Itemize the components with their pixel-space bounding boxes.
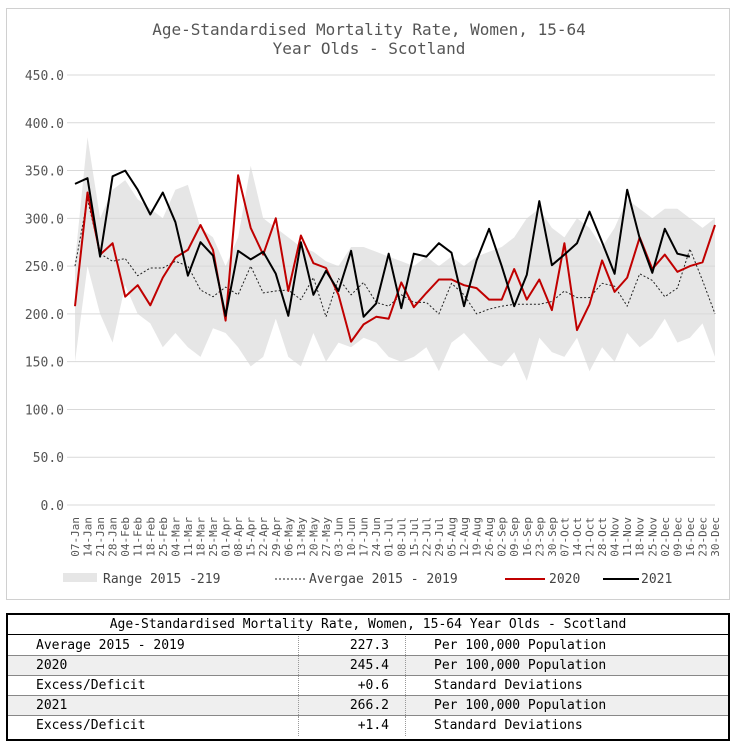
x-tick-label: 02-Dec — [659, 517, 672, 557]
y-tick-label: 250.0 — [25, 260, 64, 275]
row-value: 266.2 — [299, 696, 406, 715]
table-row: 2021 266.2 Per 100,000 Population — [8, 696, 728, 716]
table-row: Average 2015 - 2019 227.3 Per 100,000 Po… — [8, 636, 728, 656]
x-tick-label: 09-Dec — [671, 517, 684, 557]
series-line-2020 — [74, 174, 716, 343]
x-tick-label: 13-May — [295, 517, 308, 557]
y-tick-label: 50.0 — [33, 451, 64, 466]
row-value: 245.4 — [299, 656, 406, 675]
row-unit: Per 100,000 Population — [434, 638, 607, 653]
row-label: Excess/Deficit — [8, 716, 299, 736]
x-tick-label: 01-Apr — [220, 517, 233, 557]
y-tick-label: 350.0 — [25, 165, 64, 180]
x-tick-label: 16-Dec — [684, 517, 697, 557]
row-unit: Standard Deviations — [434, 678, 583, 693]
x-tick-label: 25-Mar — [207, 517, 220, 557]
table-header: Age-Standardised Mortality Rate, Women, … — [8, 615, 728, 635]
row-value: 227.3 — [299, 636, 406, 655]
legend-label-2021: 2021 — [641, 572, 672, 587]
x-tick-label: 19-Aug — [471, 517, 484, 557]
x-tick-label: 01-Jul — [383, 517, 396, 557]
x-tick-label: 22-Apr — [257, 517, 270, 557]
x-tick-label: 24-Jun — [370, 517, 383, 557]
x-tick-label: 29-Apr — [270, 517, 283, 557]
y-tick-label: 150.0 — [25, 356, 64, 371]
row-unit: Per 100,000 Population — [434, 658, 607, 673]
series-line-avergae-2015-2019 — [74, 198, 716, 318]
row-label: Average 2015 - 2019 — [8, 636, 299, 655]
chart-title-line: Year Olds - Scotland — [273, 39, 466, 58]
x-tick-label: 29-Jul — [433, 517, 446, 557]
x-tick-label: 11-Nov — [621, 517, 634, 557]
x-tick-label: 27-May — [320, 517, 333, 557]
x-tick-label: 15-Jul — [408, 517, 421, 557]
x-tick-label: 28-Oct — [596, 517, 609, 557]
x-tick-label: 30-Dec — [709, 517, 722, 557]
row-label: 2020 — [8, 656, 299, 675]
x-tick-label: 10-Jun — [345, 517, 358, 557]
series-line-2021 — [74, 169, 691, 318]
x-tick-label: 23-Sep — [533, 517, 546, 557]
x-tick-label: 08-Apr — [232, 517, 245, 557]
x-tick-label: 26-Aug — [483, 517, 496, 557]
x-tick-label: 25-Nov — [646, 517, 659, 557]
x-tick-label: 28-Jan — [107, 517, 120, 557]
y-tick-label: 300.0 — [25, 212, 64, 227]
x-tick-label: 16-Sep — [521, 517, 534, 557]
x-tick-label: 15-Apr — [245, 517, 258, 557]
row-label: 2021 — [8, 696, 299, 715]
y-tick-label: 450.0 — [25, 69, 64, 84]
y-tick-label: 0.0 — [41, 499, 64, 514]
x-tick-label: 18-Feb — [144, 517, 157, 557]
x-tick-label: 09-Sep — [508, 517, 521, 557]
x-tick-label: 07-Oct — [558, 517, 571, 557]
x-tick-label: 17-Jun — [358, 517, 371, 557]
row-value: +1.4 — [299, 716, 406, 736]
legend-label-average: Avergae 2015 - 2019 — [309, 572, 458, 587]
x-tick-label: 21-Oct — [584, 517, 597, 557]
x-tick-label: 18-Nov — [634, 517, 647, 557]
row-unit: Standard Deviations — [434, 718, 583, 733]
y-tick-label: 200.0 — [25, 308, 64, 323]
x-tick-label: 22-Jul — [420, 517, 433, 557]
y-tick-label: 400.0 — [25, 117, 64, 132]
x-tick-label: 11-Mar — [182, 517, 195, 557]
x-tick-label: 04-Mar — [169, 517, 182, 557]
y-tick-label: 100.0 — [25, 403, 64, 418]
x-tick-label: 21-Jan — [94, 517, 107, 557]
legend-label-2020: 2020 — [549, 572, 580, 587]
x-tick-label: 07-Jan — [69, 517, 82, 557]
legend-swatch-range — [63, 573, 97, 582]
x-tick-label: 20-May — [307, 517, 320, 557]
range-band — [75, 137, 715, 381]
x-tick-label: 02-Sep — [496, 517, 509, 557]
table-header-text: Age-Standardised Mortality Rate, Women, … — [109, 617, 627, 632]
x-tick-label: 03-Jun — [333, 517, 346, 557]
row-value: +0.6 — [299, 676, 406, 695]
mortality-line-chart: Age-Standardised Mortality Rate, Women, … — [25, 20, 722, 587]
summary-table: Age-Standardised Mortality Rate, Women, … — [6, 613, 730, 741]
table-row: Excess/Deficit +1.4 Standard Deviations — [8, 716, 728, 736]
chart-title-line: Age-Standardised Mortality Rate, Women, … — [152, 20, 585, 39]
row-unit: Per 100,000 Population — [434, 698, 607, 713]
x-tick-label: 23-Dec — [696, 517, 709, 557]
x-tick-label: 14-Jan — [82, 517, 95, 557]
x-tick-label: 04-Nov — [609, 517, 622, 557]
legend-label-range: Range 2015 -219 — [103, 572, 220, 587]
chart-container: Age-Standardised Mortality Rate, Women, … — [6, 8, 730, 600]
x-tick-label: 11-Feb — [132, 517, 145, 557]
row-label: Excess/Deficit — [8, 676, 299, 695]
table-row: 2020 245.4 Per 100,000 Population — [8, 656, 728, 676]
x-tick-label: 04-Feb — [119, 517, 132, 557]
x-tick-label: 06-May — [282, 517, 295, 557]
x-tick-label: 18-Mar — [194, 517, 207, 557]
x-tick-label: 05-Aug — [445, 517, 458, 557]
x-tick-label: 12-Aug — [458, 517, 471, 557]
x-tick-label: 08-Jul — [395, 517, 408, 557]
x-tick-label: 25-Feb — [157, 517, 170, 557]
x-tick-label: 30-Sep — [546, 517, 559, 557]
table-row: Excess/Deficit +0.6 Standard Deviations — [8, 676, 728, 696]
x-tick-label: 14-Oct — [571, 517, 584, 557]
